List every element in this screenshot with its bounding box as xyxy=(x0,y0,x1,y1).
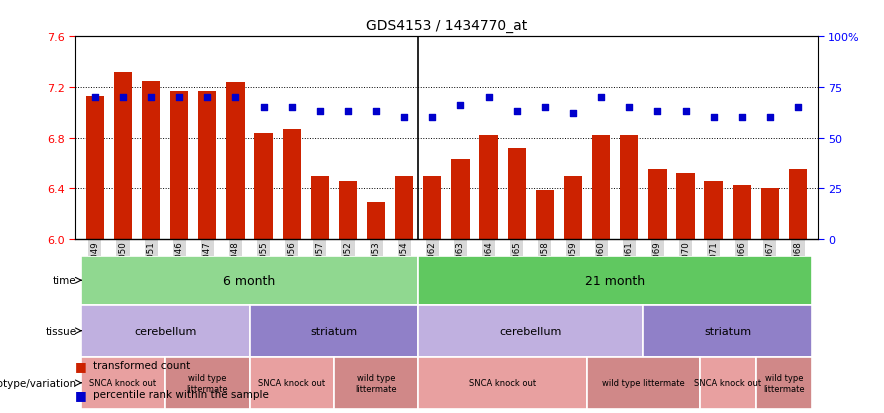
Bar xyxy=(620,136,638,240)
Point xyxy=(651,109,665,115)
Bar xyxy=(80,256,418,305)
Text: genotype/variation: genotype/variation xyxy=(0,378,77,388)
Point xyxy=(537,105,552,112)
Bar xyxy=(334,357,418,409)
Bar xyxy=(592,136,610,240)
Bar xyxy=(705,181,723,240)
Bar xyxy=(198,92,217,240)
Bar xyxy=(789,170,807,240)
Point xyxy=(425,115,439,121)
Bar xyxy=(733,185,751,240)
Point xyxy=(172,95,187,101)
Point xyxy=(144,95,158,101)
Bar xyxy=(418,357,587,409)
Bar xyxy=(756,357,812,409)
Bar xyxy=(80,305,249,357)
Bar xyxy=(142,81,160,240)
Bar xyxy=(170,92,188,240)
Point xyxy=(735,115,749,121)
Bar xyxy=(587,357,699,409)
Bar xyxy=(367,203,385,240)
Bar xyxy=(644,305,812,357)
Text: wild type
littermate: wild type littermate xyxy=(763,373,804,393)
Point xyxy=(482,95,496,101)
Point xyxy=(256,105,271,112)
Text: time: time xyxy=(53,275,77,285)
Text: wild type
littermate: wild type littermate xyxy=(187,373,228,393)
Point xyxy=(201,95,215,101)
Bar xyxy=(507,149,526,240)
Text: transformed count: transformed count xyxy=(93,361,190,370)
Bar xyxy=(114,73,132,240)
Bar xyxy=(249,357,334,409)
Bar xyxy=(699,357,756,409)
Bar xyxy=(479,136,498,240)
Bar xyxy=(310,176,329,240)
Bar xyxy=(536,190,554,240)
Bar xyxy=(339,181,357,240)
Bar xyxy=(226,83,245,240)
Point xyxy=(369,109,383,115)
Point xyxy=(228,95,242,101)
Bar xyxy=(255,133,273,240)
Point xyxy=(594,95,608,101)
Text: wild type
littermate: wild type littermate xyxy=(355,373,397,393)
Point xyxy=(285,105,299,112)
Bar xyxy=(395,176,414,240)
Text: ■: ■ xyxy=(75,359,87,372)
Bar xyxy=(676,174,695,240)
Bar xyxy=(249,305,418,357)
Point xyxy=(313,109,327,115)
Text: tissue: tissue xyxy=(45,326,77,336)
Point xyxy=(791,105,805,112)
Text: cerebellum: cerebellum xyxy=(134,326,196,336)
Bar xyxy=(648,170,667,240)
Point xyxy=(622,105,636,112)
Point xyxy=(88,95,102,101)
Text: SNCA knock out: SNCA knock out xyxy=(469,378,537,387)
Bar xyxy=(283,130,301,240)
Text: striatum: striatum xyxy=(705,326,751,336)
Bar xyxy=(761,189,779,240)
Text: wild type littermate: wild type littermate xyxy=(602,378,685,387)
Bar xyxy=(564,176,583,240)
Bar xyxy=(423,176,441,240)
Point xyxy=(763,115,777,121)
Point xyxy=(397,115,411,121)
Text: SNCA knock out: SNCA knock out xyxy=(694,378,761,387)
Bar xyxy=(418,305,644,357)
Point xyxy=(510,109,524,115)
Point xyxy=(116,95,130,101)
Bar xyxy=(165,357,249,409)
Text: cerebellum: cerebellum xyxy=(499,326,562,336)
Text: SNCA knock out: SNCA knock out xyxy=(258,378,325,387)
Point xyxy=(706,115,720,121)
Bar xyxy=(86,97,104,240)
Text: 21 month: 21 month xyxy=(585,274,645,287)
Point xyxy=(566,111,580,117)
Text: 6 month: 6 month xyxy=(224,274,276,287)
Bar xyxy=(418,256,812,305)
Bar xyxy=(452,160,469,240)
Point xyxy=(453,103,468,109)
Bar xyxy=(80,357,165,409)
Text: ■: ■ xyxy=(75,388,87,401)
Point xyxy=(341,109,355,115)
Text: percentile rank within the sample: percentile rank within the sample xyxy=(93,389,269,399)
Text: striatum: striatum xyxy=(310,326,357,336)
Text: SNCA knock out: SNCA knock out xyxy=(89,378,156,387)
Text: GDS4153 / 1434770_at: GDS4153 / 1434770_at xyxy=(366,19,527,33)
Point xyxy=(678,109,692,115)
